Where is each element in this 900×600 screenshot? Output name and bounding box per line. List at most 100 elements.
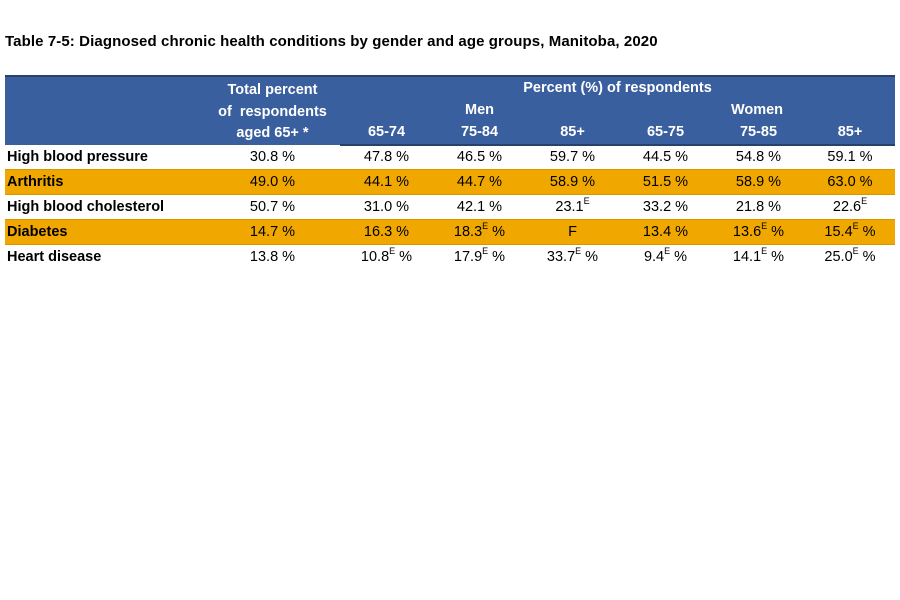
estimate-flag: E (861, 196, 868, 207)
value-cell: 16.3 % (340, 219, 433, 245)
percent-sign: % (485, 149, 503, 166)
table-row: Arthritis 49.0 % 44.1 % 44.7 % 58.9 % 51.5 % 5… (5, 169, 895, 195)
cell-value: 59.7 (549, 149, 579, 166)
value-cell: 18.3E % (433, 219, 526, 245)
value-cell: 33.7E % (526, 245, 619, 270)
age-column-header: 85+ (526, 121, 619, 146)
cell-value: 44.1 (363, 174, 393, 190)
age-column-header: 85+ (805, 121, 895, 146)
percent-sign: % (671, 224, 689, 240)
cell-value: 59.1 (827, 149, 856, 166)
percent-sign: % (767, 224, 785, 240)
cell-value: 33.2 (642, 199, 672, 215)
cell-value: 50.7 (249, 199, 279, 215)
cell-value: 23.1 (555, 199, 584, 215)
cell-value: 18.3 (453, 224, 483, 240)
cell-value: 14.1 (732, 249, 762, 266)
value-cell: 42.1 % (433, 195, 526, 220)
percent-sign: % (581, 249, 599, 266)
percent-sign: % (278, 174, 296, 190)
cell-value: 42.1 (456, 199, 486, 215)
value-cell: 15.4E % (805, 219, 895, 245)
value-cell: 51.5 % (619, 169, 712, 195)
cell-value: 30.8 (249, 148, 279, 165)
value-cell: 10.8E % (340, 245, 433, 270)
percent-sign: % (671, 149, 689, 166)
value-cell: 59.1 % (805, 145, 895, 170)
estimate-flag: E (761, 221, 768, 232)
value-cell: 46.5 % (433, 145, 526, 170)
cell-value: 49.0 (249, 174, 279, 190)
percent-sign: % (488, 224, 506, 240)
percent-sign: % (392, 224, 410, 240)
condition-label: High blood pressure (7, 148, 148, 165)
estimate-flag: E (852, 221, 859, 232)
table-body: High blood pressure 30.8 % 47.8 % 46.5 % 59.… (5, 145, 895, 270)
value-cell: 9.4E % (619, 245, 712, 270)
cell-value: 16.3 (363, 224, 393, 240)
value-cell: 58.9 % (526, 169, 619, 195)
percent-sign: % (488, 249, 506, 266)
cell-value: 47.8 (363, 149, 393, 166)
estimate-flag: E (575, 246, 582, 257)
cell-value: 21.8 (735, 199, 765, 215)
table-row: Diabetes 14.7 % 16.3 % 18.3E % F 13.4 % 13.6E … (5, 219, 895, 245)
estimate-flag: E (664, 246, 671, 257)
percent-sign: % (278, 249, 296, 266)
value-cell: 47.8 % (340, 145, 433, 170)
table-row: High blood cholesterol 50.7 % 31.0 % 42.1 %… (5, 195, 895, 220)
condition-label: High blood cholesterol (7, 199, 165, 215)
value-cell: 50.7 % (205, 195, 340, 220)
percent-sign: % (858, 249, 876, 266)
percent-sign: % (485, 199, 503, 215)
total-percent-header: Total percent of respondents aged 65+ * (205, 75, 340, 145)
estimate-flag: E (389, 246, 396, 257)
percent-sign: % (764, 174, 782, 190)
percent-sign: % (392, 174, 410, 190)
cell-value: 46.5 (456, 149, 486, 166)
value-cell: 30.8 % (205, 145, 340, 170)
cell-value: 13.4 (642, 224, 672, 240)
age-column-header: 75-85 (712, 121, 805, 146)
percent-sign: % (858, 224, 876, 240)
table-row: Heart disease 13.8 % 10.8E % 17.9E % 33.7E %… (5, 245, 895, 270)
total-header-line: of respondents (218, 103, 327, 120)
condition-label: Diabetes (5, 219, 205, 245)
value-cell: 22.6E (805, 195, 895, 220)
age-column-header: 65-74 (340, 121, 433, 146)
table-header: Total percent of respondents aged 65+ * … (5, 74, 895, 146)
value-cell: 14.7 % (205, 219, 340, 245)
value-cell: 13.8 % (205, 245, 340, 270)
value-cell: 13.4 % (619, 219, 712, 245)
age-column-header: 65-75 (619, 121, 712, 146)
cell-value: 44.5 (642, 149, 672, 166)
percent-sign: % (767, 249, 785, 266)
percent-sign: % (278, 224, 296, 240)
women-group-header: Women (619, 99, 895, 122)
age-column-header: 75-84 (433, 121, 526, 146)
percent-respondents-header: Percent (%) of respondents (340, 74, 895, 100)
value-cell: F (526, 219, 619, 245)
cell-value: 44.7 (456, 174, 486, 190)
percent-sign: % (278, 148, 296, 165)
value-cell: 23.1E (526, 195, 619, 220)
percent-sign: % (671, 199, 689, 215)
total-header-line: Total percent (227, 82, 318, 98)
cell-value: 22.6 (832, 199, 862, 215)
cell-value: 25.0 (824, 249, 853, 266)
cell-value: 13.8 (249, 249, 279, 266)
percent-sign: % (764, 149, 782, 166)
percent-sign: % (278, 199, 296, 215)
percent-sign: % (855, 174, 873, 190)
value-cell: 54.8 % (712, 145, 805, 170)
percent-sign: % (578, 149, 596, 166)
value-cell: 14.1E % (712, 245, 805, 270)
condition-label: Arthritis (5, 169, 205, 195)
value-cell: 21.8 % (712, 195, 805, 220)
men-group-header: Men (340, 99, 619, 122)
cell-value: 51.5 (642, 174, 672, 190)
value-cell: 25.0E % (805, 245, 895, 270)
value-cell: 59.7 % (526, 145, 619, 170)
cell-value: 31.0 (363, 199, 393, 215)
